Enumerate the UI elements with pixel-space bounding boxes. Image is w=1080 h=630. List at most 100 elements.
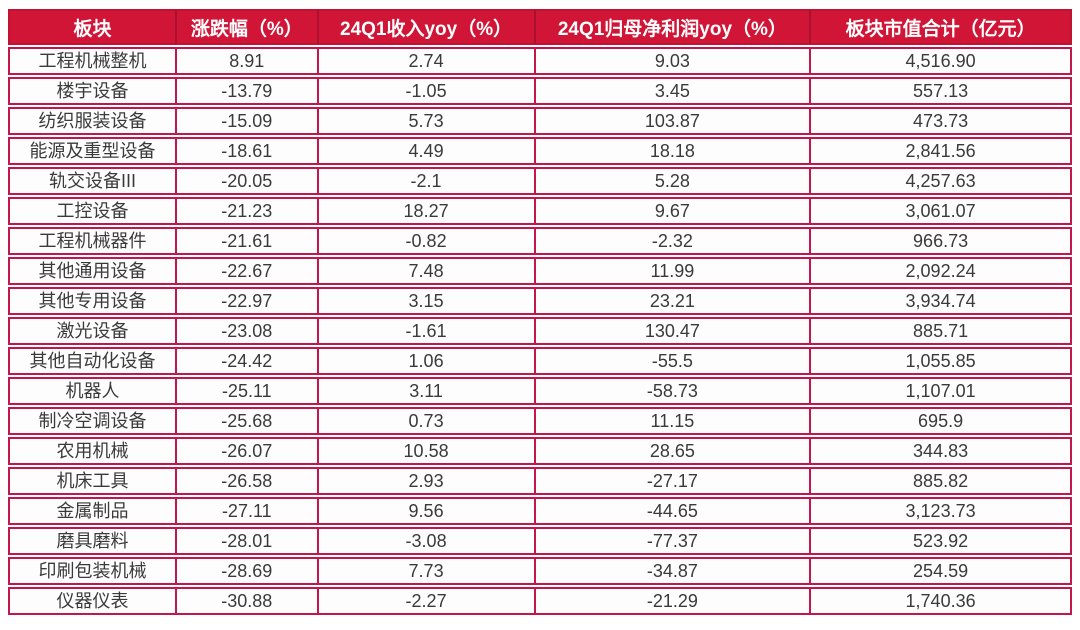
value-cell: -55.5 bbox=[533, 347, 810, 375]
value-cell: -22.67 bbox=[175, 257, 317, 285]
sector-name-cell: 能源及重型设备 bbox=[8, 137, 176, 165]
value-cell: -2.32 bbox=[533, 227, 810, 255]
table-row: 其他通用设备 -22.67 7.48 11.99 2,092.24 bbox=[8, 257, 1072, 285]
value-cell: -26.58 bbox=[175, 467, 317, 495]
value-cell: -20.05 bbox=[175, 167, 317, 195]
value-cell: 2,092.24 bbox=[809, 257, 1072, 285]
value-cell: 5.28 bbox=[533, 167, 810, 195]
value-cell: -1.61 bbox=[316, 317, 534, 345]
col-header-change-pct: 涨跌幅（%） bbox=[175, 9, 317, 45]
value-cell: -21.61 bbox=[175, 227, 317, 255]
value-cell: 9.03 bbox=[533, 47, 810, 75]
sector-name-cell: 纺织服装设备 bbox=[8, 107, 176, 135]
table-row: 轨交设备III -20.05 -2.1 5.28 4,257.63 bbox=[8, 167, 1072, 195]
sector-name-cell: 其他通用设备 bbox=[8, 257, 176, 285]
sector-name-cell: 磨具磨料 bbox=[8, 527, 176, 555]
table-row: 机器人 -25.11 3.11 -58.73 1,107.01 bbox=[8, 377, 1072, 405]
value-cell: 130.47 bbox=[533, 317, 810, 345]
value-cell: 1,740.36 bbox=[809, 587, 1072, 615]
value-cell: -18.61 bbox=[175, 137, 317, 165]
table-row: 制冷空调设备 -25.68 0.73 11.15 695.9 bbox=[8, 407, 1072, 435]
value-cell: 2.74 bbox=[316, 47, 534, 75]
value-cell: -28.69 bbox=[175, 557, 317, 585]
sector-name-cell: 轨交设备III bbox=[8, 167, 176, 195]
value-cell: -24.42 bbox=[175, 347, 317, 375]
value-cell: 523.92 bbox=[809, 527, 1072, 555]
sector-name-cell: 金属制品 bbox=[8, 497, 176, 525]
value-cell: 4,516.90 bbox=[809, 47, 1072, 75]
value-cell: -27.11 bbox=[175, 497, 317, 525]
value-cell: 10.58 bbox=[316, 437, 534, 465]
value-cell: -22.97 bbox=[175, 287, 317, 315]
value-cell: -27.17 bbox=[533, 467, 810, 495]
value-cell: 4.49 bbox=[316, 137, 534, 165]
value-cell: -23.08 bbox=[175, 317, 317, 345]
value-cell: -25.68 bbox=[175, 407, 317, 435]
value-cell: 885.71 bbox=[809, 317, 1072, 345]
value-cell: -28.01 bbox=[175, 527, 317, 555]
value-cell: 103.87 bbox=[533, 107, 810, 135]
value-cell: -2.27 bbox=[316, 587, 534, 615]
table-header-row: 板块 涨跌幅（%） 24Q1收入yoy（%） 24Q1归母净利润yoy（%） 板… bbox=[8, 9, 1072, 45]
value-cell: -1.05 bbox=[316, 77, 534, 105]
sector-name-cell: 工程机械整机 bbox=[8, 47, 176, 75]
value-cell: 695.9 bbox=[809, 407, 1072, 435]
table-row: 其他自动化设备 -24.42 1.06 -55.5 1,055.85 bbox=[8, 347, 1072, 375]
table-body: 工程机械整机 8.91 2.74 9.03 4,516.90 楼宇设备 -13.79 -1.0… bbox=[8, 47, 1072, 615]
table-row: 工控设备 -21.23 18.27 9.67 3,061.07 bbox=[8, 197, 1072, 225]
table-row: 磨具磨料 -28.01 -3.08 -77.37 523.92 bbox=[8, 527, 1072, 555]
value-cell: -58.73 bbox=[533, 377, 810, 405]
value-cell: 473.73 bbox=[809, 107, 1072, 135]
sector-name-cell: 机床工具 bbox=[8, 467, 176, 495]
value-cell: 8.91 bbox=[175, 47, 317, 75]
sector-name-cell: 工程机械器件 bbox=[8, 227, 176, 255]
table-row: 印刷包装机械 -28.69 7.73 -34.87 254.59 bbox=[8, 557, 1072, 585]
table-row: 楼宇设备 -13.79 -1.05 3.45 557.13 bbox=[8, 77, 1072, 105]
sector-name-cell: 农用机械 bbox=[8, 437, 176, 465]
sector-performance-table: 板块 涨跌幅（%） 24Q1收入yoy（%） 24Q1归母净利润yoy（%） 板… bbox=[8, 7, 1072, 617]
value-cell: 18.27 bbox=[316, 197, 534, 225]
value-cell: -15.09 bbox=[175, 107, 317, 135]
table-row: 其他专用设备 -22.97 3.15 23.21 3,934.74 bbox=[8, 287, 1072, 315]
value-cell: -2.1 bbox=[316, 167, 534, 195]
table-row: 金属制品 -27.11 9.56 -44.65 3,123.73 bbox=[8, 497, 1072, 525]
sector-name-cell: 激光设备 bbox=[8, 317, 176, 345]
value-cell: 7.73 bbox=[316, 557, 534, 585]
table-row: 工程机械器件 -21.61 -0.82 -2.32 966.73 bbox=[8, 227, 1072, 255]
table-row: 机床工具 -26.58 2.93 -27.17 885.82 bbox=[8, 467, 1072, 495]
value-cell: 2.93 bbox=[316, 467, 534, 495]
value-cell: 23.21 bbox=[533, 287, 810, 315]
table-row: 仪器仪表 -30.88 -2.27 -21.29 1,740.36 bbox=[8, 587, 1072, 615]
value-cell: 1,107.01 bbox=[809, 377, 1072, 405]
sector-name-cell: 其他自动化设备 bbox=[8, 347, 176, 375]
col-header-revenue-yoy: 24Q1收入yoy（%） bbox=[316, 9, 534, 45]
value-cell: 9.67 bbox=[533, 197, 810, 225]
sector-name-cell: 仪器仪表 bbox=[8, 587, 176, 615]
col-header-marketcap: 板块市值合计（亿元） bbox=[809, 9, 1072, 45]
table-row: 能源及重型设备 -18.61 4.49 18.18 2,841.56 bbox=[8, 137, 1072, 165]
value-cell: -25.11 bbox=[175, 377, 317, 405]
value-cell: 2,841.56 bbox=[809, 137, 1072, 165]
table-row: 激光设备 -23.08 -1.61 130.47 885.71 bbox=[8, 317, 1072, 345]
value-cell: 7.48 bbox=[316, 257, 534, 285]
table-row: 纺织服装设备 -15.09 5.73 103.87 473.73 bbox=[8, 107, 1072, 135]
col-header-netprofit-yoy: 24Q1归母净利润yoy（%） bbox=[533, 9, 810, 45]
value-cell: -26.07 bbox=[175, 437, 317, 465]
value-cell: 18.18 bbox=[533, 137, 810, 165]
value-cell: 4,257.63 bbox=[809, 167, 1072, 195]
value-cell: 557.13 bbox=[809, 77, 1072, 105]
value-cell: -44.65 bbox=[533, 497, 810, 525]
value-cell: 3,123.73 bbox=[809, 497, 1072, 525]
value-cell: -34.87 bbox=[533, 557, 810, 585]
sector-name-cell: 印刷包装机械 bbox=[8, 557, 176, 585]
sector-name-cell: 制冷空调设备 bbox=[8, 407, 176, 435]
sector-name-cell: 工控设备 bbox=[8, 197, 176, 225]
value-cell: 5.73 bbox=[316, 107, 534, 135]
value-cell: 3.11 bbox=[316, 377, 534, 405]
value-cell: 11.15 bbox=[533, 407, 810, 435]
value-cell: -13.79 bbox=[175, 77, 317, 105]
value-cell: 9.56 bbox=[316, 497, 534, 525]
col-header-sector: 板块 bbox=[8, 9, 176, 45]
value-cell: 1.06 bbox=[316, 347, 534, 375]
value-cell: 3,061.07 bbox=[809, 197, 1072, 225]
